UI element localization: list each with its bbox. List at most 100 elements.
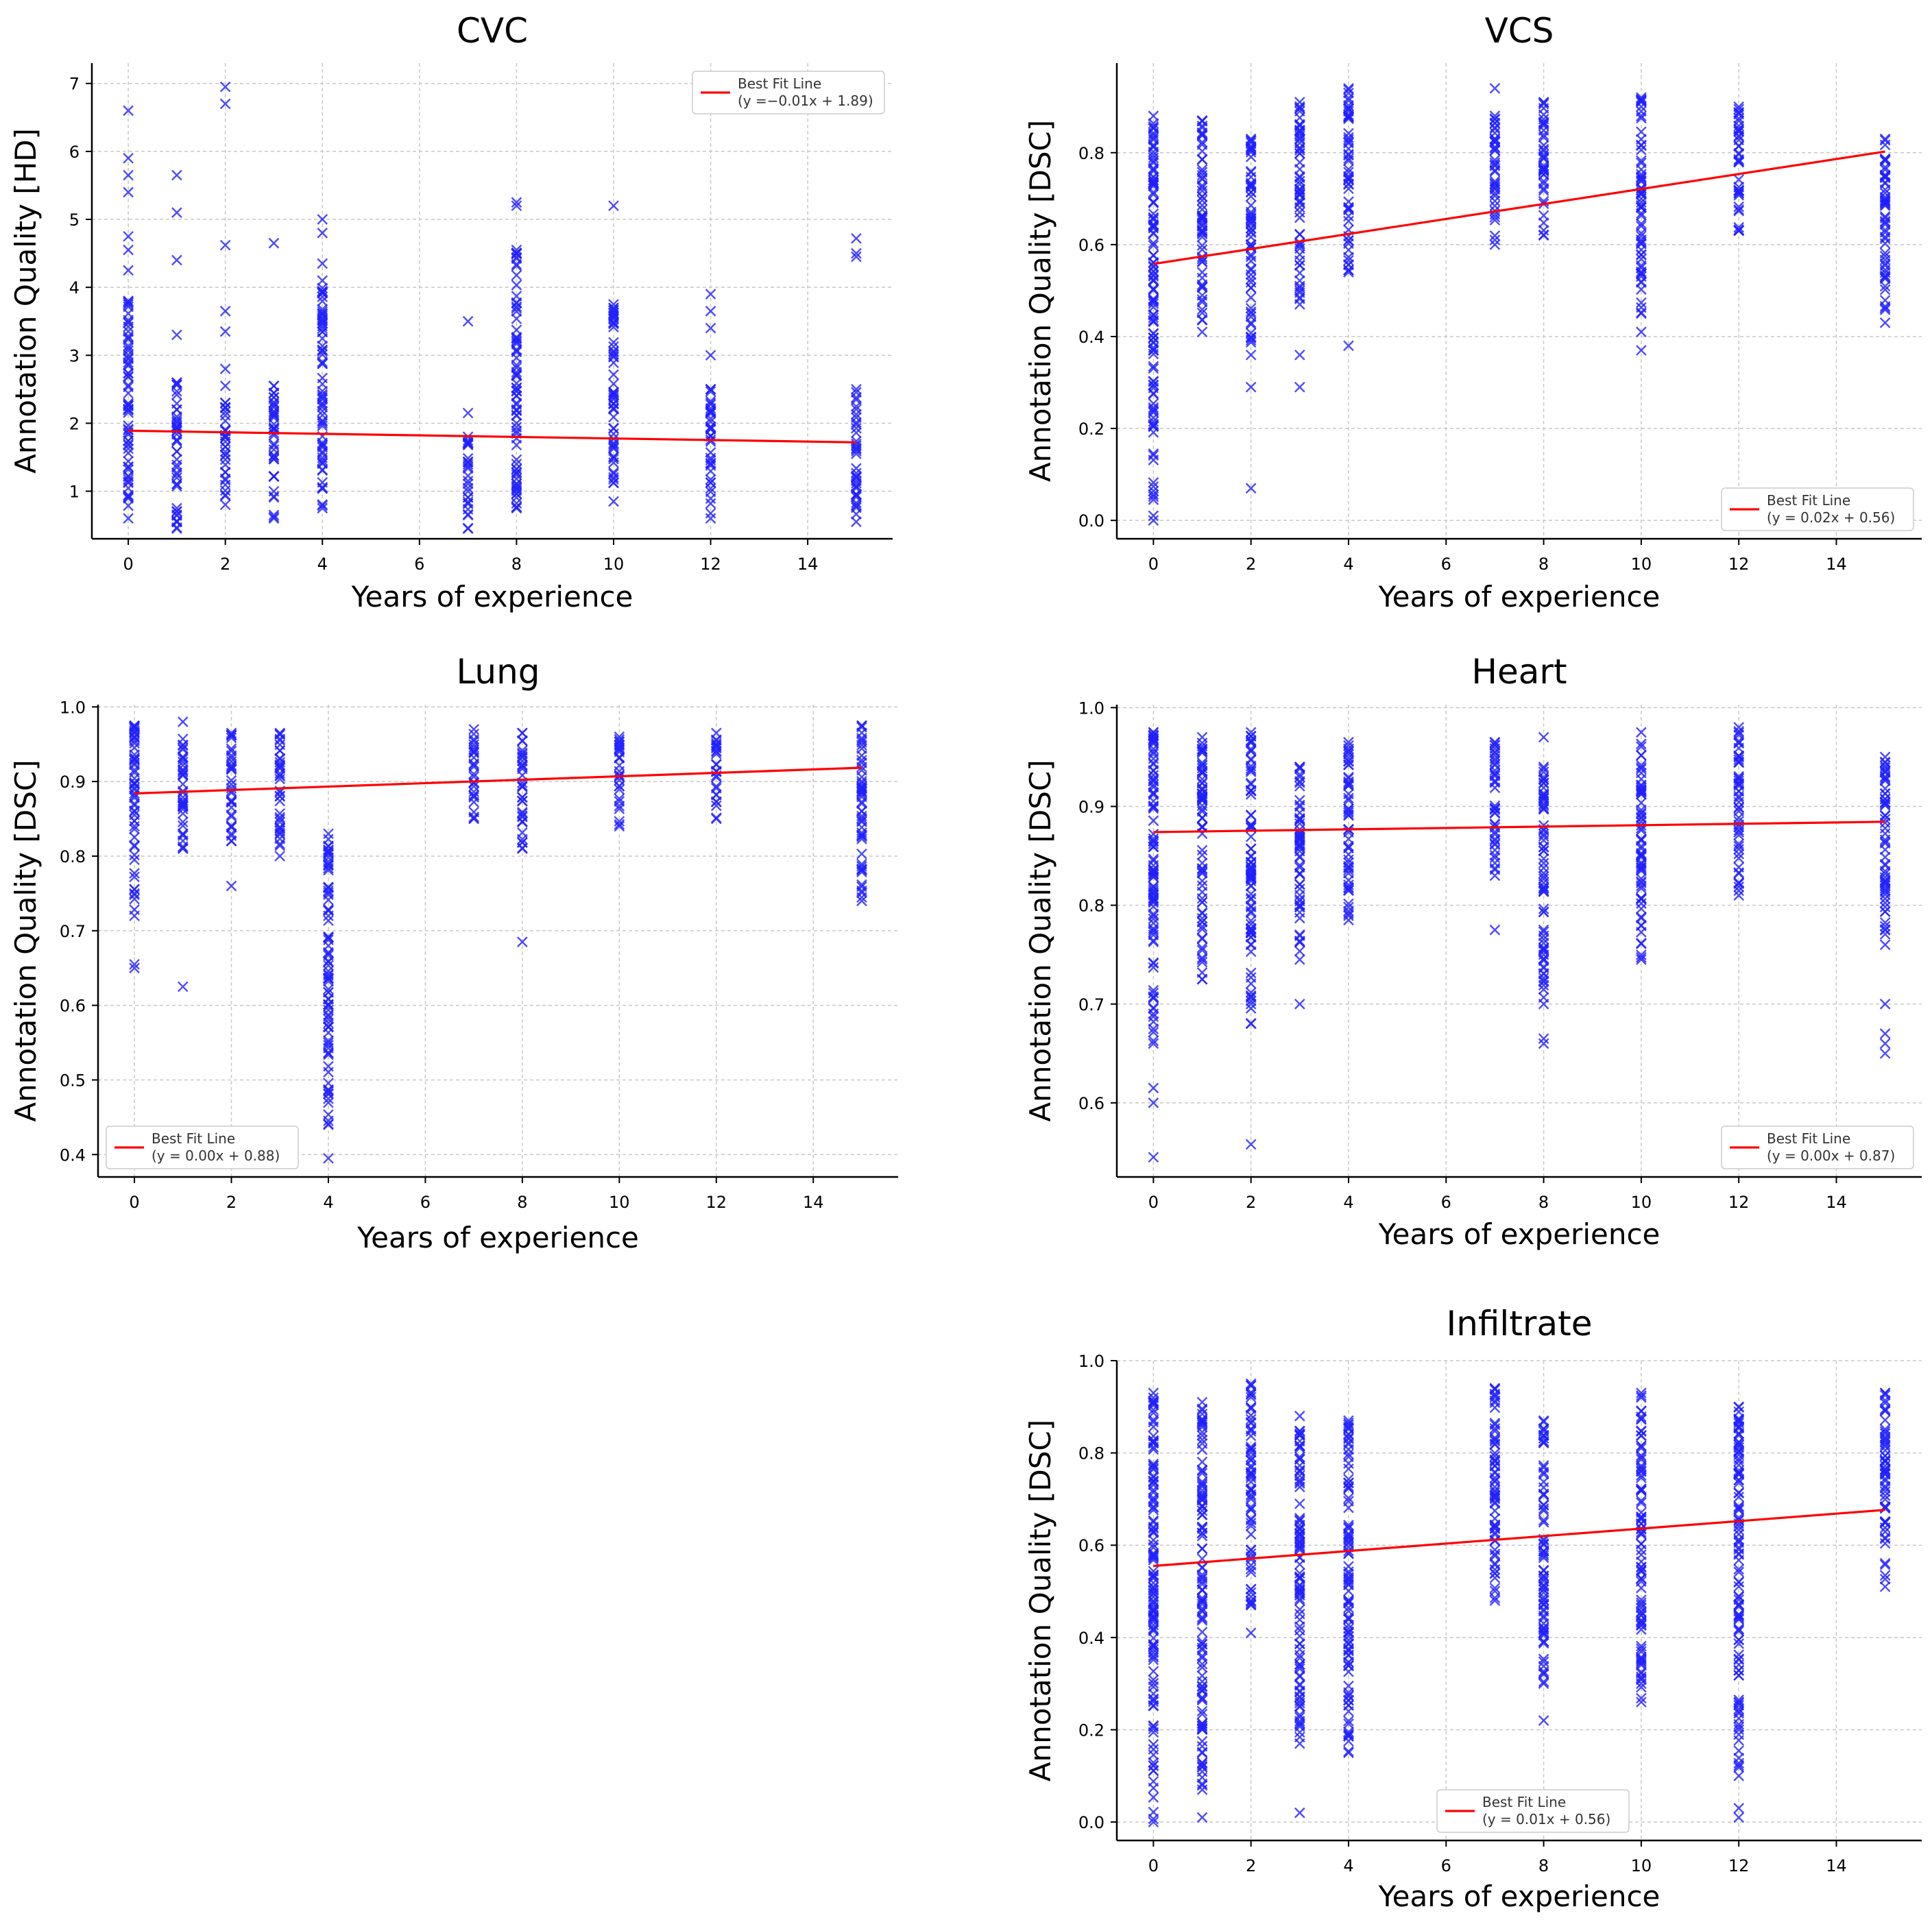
data-point — [511, 410, 522, 422]
data-point — [129, 754, 140, 766]
x-ticks: 0 2 4 6 8 10 12 14 — [1148, 1840, 1847, 1875]
data-point — [1636, 807, 1647, 818]
data-point — [317, 228, 328, 239]
data-point — [1879, 197, 1891, 209]
data-point — [1148, 141, 1159, 152]
x-axis-label: Years of experience — [1378, 580, 1661, 613]
data-point — [1245, 1591, 1257, 1603]
data-point — [705, 398, 716, 409]
x-tick-label: 2 — [1246, 1856, 1256, 1875]
data-point — [1294, 1593, 1305, 1605]
data-point — [177, 744, 189, 755]
data-point — [1879, 783, 1891, 794]
data-point — [1489, 1595, 1501, 1606]
data-point — [1538, 1499, 1549, 1511]
data-point — [1489, 178, 1501, 189]
data-point — [1245, 1494, 1257, 1505]
data-point — [1636, 250, 1647, 260]
data-point — [129, 731, 140, 743]
data-point — [517, 747, 528, 759]
data-point — [1636, 1609, 1647, 1620]
data-point — [1489, 858, 1501, 868]
data-point — [1733, 885, 1745, 897]
data-point — [1148, 477, 1159, 488]
data-point — [856, 787, 867, 799]
data-point — [268, 452, 280, 463]
data-point — [323, 915, 334, 926]
data-point — [123, 513, 134, 524]
data-point — [1245, 764, 1257, 776]
data-point — [1294, 1608, 1305, 1620]
data-point — [1733, 1535, 1745, 1546]
legend-box — [1721, 487, 1914, 531]
data-point — [1879, 317, 1891, 328]
data-point — [1733, 1697, 1745, 1709]
data-point — [1245, 915, 1257, 926]
data-point — [517, 792, 528, 803]
data-point — [1148, 1701, 1159, 1712]
x-tick-label: 12 — [1728, 1856, 1750, 1875]
data-point — [1245, 242, 1257, 254]
data-point — [1636, 858, 1647, 870]
data-point — [317, 446, 328, 457]
data-point — [1343, 834, 1354, 844]
data-point — [323, 960, 334, 971]
data-point — [614, 769, 625, 781]
data-point — [1245, 265, 1257, 276]
data-point — [1879, 216, 1891, 227]
data-point — [177, 816, 189, 828]
data-point — [1489, 849, 1501, 861]
data-point — [1148, 860, 1159, 871]
data-point — [1733, 1492, 1745, 1503]
data-point — [1148, 1677, 1159, 1689]
data-point — [1148, 871, 1159, 882]
data-point — [1636, 951, 1647, 963]
data-point — [1245, 311, 1257, 322]
chart-heart: Heart 0 2 4 6 8 10 12 14 0.6 0.7 0.8 0.9 1.0 Years of … — [1024, 652, 1922, 1251]
data-point — [1196, 1509, 1208, 1521]
data-point — [1148, 389, 1159, 400]
data-point — [1196, 154, 1208, 165]
data-point — [219, 446, 231, 457]
data-point — [1148, 1816, 1159, 1827]
data-point — [1245, 1504, 1257, 1515]
data-point — [1343, 1463, 1354, 1474]
data-point — [1294, 890, 1305, 901]
data-point — [517, 751, 528, 762]
data-point — [511, 301, 522, 313]
data-point — [129, 849, 140, 861]
data-point — [1489, 145, 1501, 156]
data-point — [1245, 727, 1257, 738]
data-point — [1196, 1476, 1208, 1487]
data-point — [323, 885, 334, 897]
data-point — [1343, 1576, 1354, 1588]
data-point — [1196, 1490, 1208, 1501]
data-point — [1538, 1460, 1549, 1471]
data-point — [608, 468, 619, 480]
data-point — [268, 440, 280, 452]
data-point — [468, 758, 479, 769]
data-point — [1879, 1481, 1891, 1492]
data-point — [1294, 1644, 1305, 1655]
data-point — [1343, 255, 1354, 266]
y-ticks: 0.6 0.7 0.8 0.9 1.0 — [1078, 698, 1117, 1113]
data-point — [1148, 165, 1159, 177]
data-point — [1148, 152, 1159, 164]
data-point — [1196, 803, 1208, 815]
data-points — [123, 81, 862, 534]
data-point — [614, 821, 625, 832]
data-point — [1294, 1514, 1305, 1526]
data-point — [219, 406, 231, 417]
data-point — [1196, 1627, 1208, 1638]
x-tick-label: 6 — [1441, 555, 1451, 574]
data-point — [123, 356, 134, 368]
data-point — [1343, 1614, 1354, 1625]
data-point — [1245, 743, 1257, 755]
data-point — [1294, 841, 1305, 852]
data-point — [1879, 134, 1891, 146]
data-point — [1538, 1570, 1549, 1581]
data-point — [219, 454, 231, 465]
data-point — [129, 779, 140, 790]
data-point — [1733, 1503, 1745, 1515]
data-point — [517, 842, 528, 853]
